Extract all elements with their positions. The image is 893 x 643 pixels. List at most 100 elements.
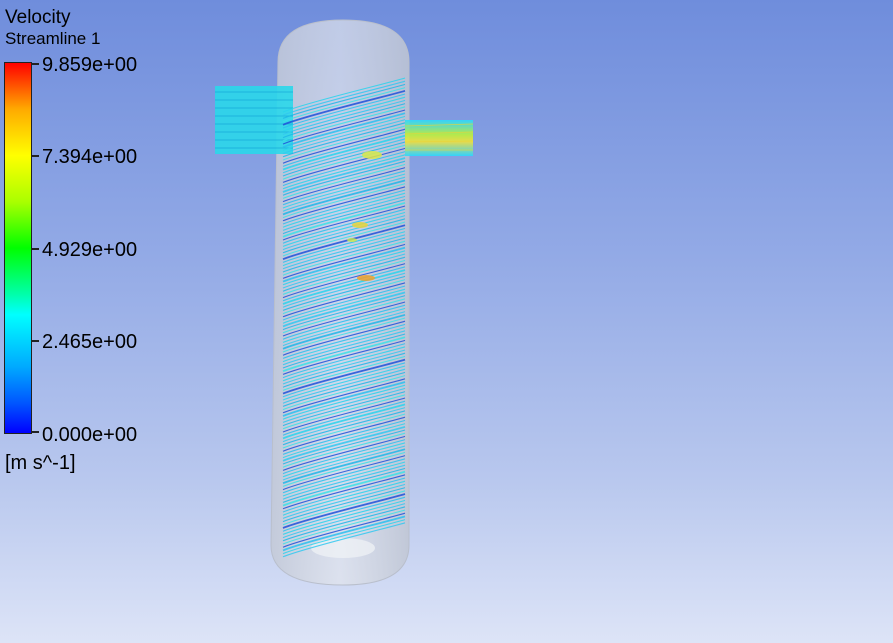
streamline-path (282, 221, 406, 257)
streamline-path (282, 474, 406, 510)
streamline-path (282, 285, 406, 321)
streamline-path (282, 224, 406, 261)
streamline-path (282, 477, 406, 513)
streamline-path (282, 384, 406, 420)
colorbar-label-3: 4.929e+00 (42, 239, 138, 261)
colorbar-tick-max (31, 63, 39, 65)
streamline-path (282, 311, 406, 347)
streamline-path (282, 522, 406, 558)
streamline-path (282, 461, 406, 497)
streamline-path (282, 445, 406, 481)
streamline-path (282, 455, 406, 491)
streamline-path (282, 275, 406, 311)
streamline-path (282, 269, 406, 305)
streamline-path (282, 470, 406, 507)
streamline-path (282, 134, 406, 171)
streamline-path (282, 96, 406, 132)
streamline-path (282, 343, 406, 379)
streamline-path (282, 512, 406, 548)
streamline-path (282, 246, 406, 283)
streamline-path (282, 410, 406, 446)
vessel-bottom-highlight (311, 538, 375, 558)
streamline-path (282, 215, 406, 251)
streamline-path (282, 435, 406, 471)
streamline-path (282, 407, 406, 443)
streamline-path (282, 218, 406, 254)
streamline-path (282, 304, 406, 340)
streamline-path (282, 368, 406, 404)
streamline-path (282, 211, 406, 247)
streamline-path (282, 330, 406, 366)
streamline-path (282, 201, 406, 238)
streamline-path (282, 112, 406, 149)
streamline-path (282, 227, 406, 263)
legend-subtitle: Streamline 1 (5, 29, 101, 48)
streamline-path (282, 163, 406, 199)
streamline-path (282, 327, 406, 363)
streamline-path (282, 154, 406, 190)
streamline-path (282, 480, 406, 516)
colorbar-label-min: 0.000e+00 (42, 424, 138, 446)
streamline-path (282, 349, 406, 385)
streamline-path (282, 189, 406, 225)
streamline-path (282, 371, 406, 407)
streamline-path (282, 141, 406, 177)
streamline-path (282, 253, 406, 289)
streamline-path (282, 339, 406, 375)
streamline-path (282, 87, 406, 123)
streamline-path (282, 263, 406, 299)
streamline-path (282, 147, 406, 183)
streamline-path (282, 381, 406, 417)
streamline-path (282, 231, 406, 267)
inlet-pipe (215, 86, 293, 154)
streamline-path (282, 387, 406, 423)
colorbar-tick-3 (31, 248, 39, 250)
streamline-path (282, 195, 406, 231)
streamline-path (282, 115, 406, 151)
streamline-path (282, 295, 406, 331)
streamline-path (282, 429, 406, 465)
streamline-path (282, 103, 406, 139)
streamline-path (282, 493, 406, 529)
streamline-path (282, 425, 406, 462)
streamline-path (282, 448, 406, 485)
streamline-path (282, 272, 406, 308)
colorbar-label-4: 2.465e+00 (42, 331, 138, 353)
streamline-path (282, 391, 406, 427)
streamline-path (282, 77, 406, 113)
streamline-path (282, 442, 406, 478)
streamline-path (282, 208, 406, 244)
streamline-path (282, 160, 406, 196)
streamline-path (282, 256, 406, 292)
streamline-path (282, 423, 406, 459)
streamline-path (282, 419, 406, 455)
streamline-path (282, 199, 406, 235)
streamline-path (282, 323, 406, 359)
streamline-path (282, 355, 406, 391)
colorbar-tick-min (31, 431, 39, 433)
streamline-path (282, 151, 406, 187)
streamline-path (282, 301, 406, 337)
streamline-path (282, 346, 406, 382)
streamline-path (282, 358, 406, 395)
streamline-path (282, 509, 406, 545)
streamline-path (282, 439, 406, 475)
streamline-path (282, 176, 406, 212)
streamline-path (282, 352, 406, 388)
streamline-path (282, 397, 406, 433)
streamline-path (282, 307, 406, 343)
streamline-path (282, 282, 406, 318)
streamline-path (282, 451, 406, 487)
streamline-path (282, 506, 406, 542)
streamline-path (282, 483, 406, 519)
streamline-path (282, 205, 406, 241)
streamline-path (282, 183, 406, 219)
streamline-path (282, 432, 406, 468)
streamline-path (282, 333, 406, 369)
streamline-path (282, 416, 406, 452)
inlet-streamlines (215, 91, 293, 149)
streamline-path (282, 144, 406, 180)
streamline-path (282, 250, 406, 286)
colorbar-tick-2 (31, 155, 39, 157)
